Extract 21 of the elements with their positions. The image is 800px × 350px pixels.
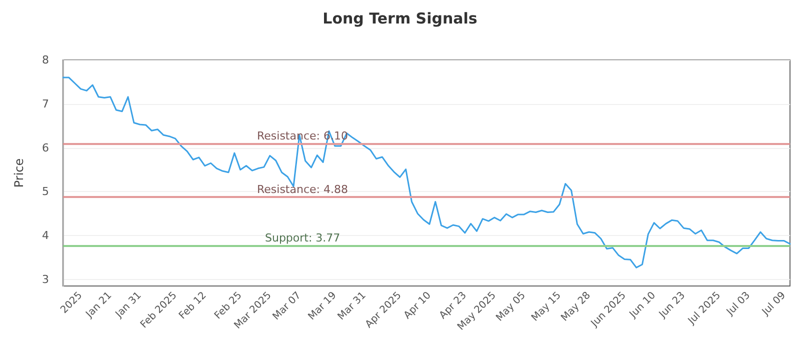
x-tick-label: Jan 21 xyxy=(84,290,114,321)
x-tick-label: Mar 19 xyxy=(306,290,339,322)
y-axis-title: Price xyxy=(12,158,26,188)
x-tick-label: Jul 09 xyxy=(760,290,788,318)
ref-line-label: Resistance: 4.88 xyxy=(257,182,348,196)
x-tick-label: Mar 07 xyxy=(270,290,304,322)
y-tick-label: 8 xyxy=(42,54,49,66)
line-series xyxy=(62,76,791,268)
x-tick-label: Jun 10 xyxy=(627,290,658,321)
x-tick-label: Jun 23 xyxy=(656,290,688,321)
ref-line-label: Support: 3.77 xyxy=(265,232,340,245)
y-tick-label: 3 xyxy=(42,272,49,286)
y-tick-label: 5 xyxy=(42,185,49,198)
x-tick-label: Jan 31 xyxy=(113,290,144,321)
y-tick-label: 7 xyxy=(42,97,49,110)
x-tick-label: Apr 10 xyxy=(402,290,434,322)
chart-title: Long Term Signals xyxy=(322,10,478,28)
x-tick-label: Jul 03 xyxy=(724,290,753,318)
x-tick-label: Feb 12 xyxy=(177,290,209,322)
y-tick-label: 4 xyxy=(42,229,49,242)
y-tick-label: 6 xyxy=(42,141,49,154)
